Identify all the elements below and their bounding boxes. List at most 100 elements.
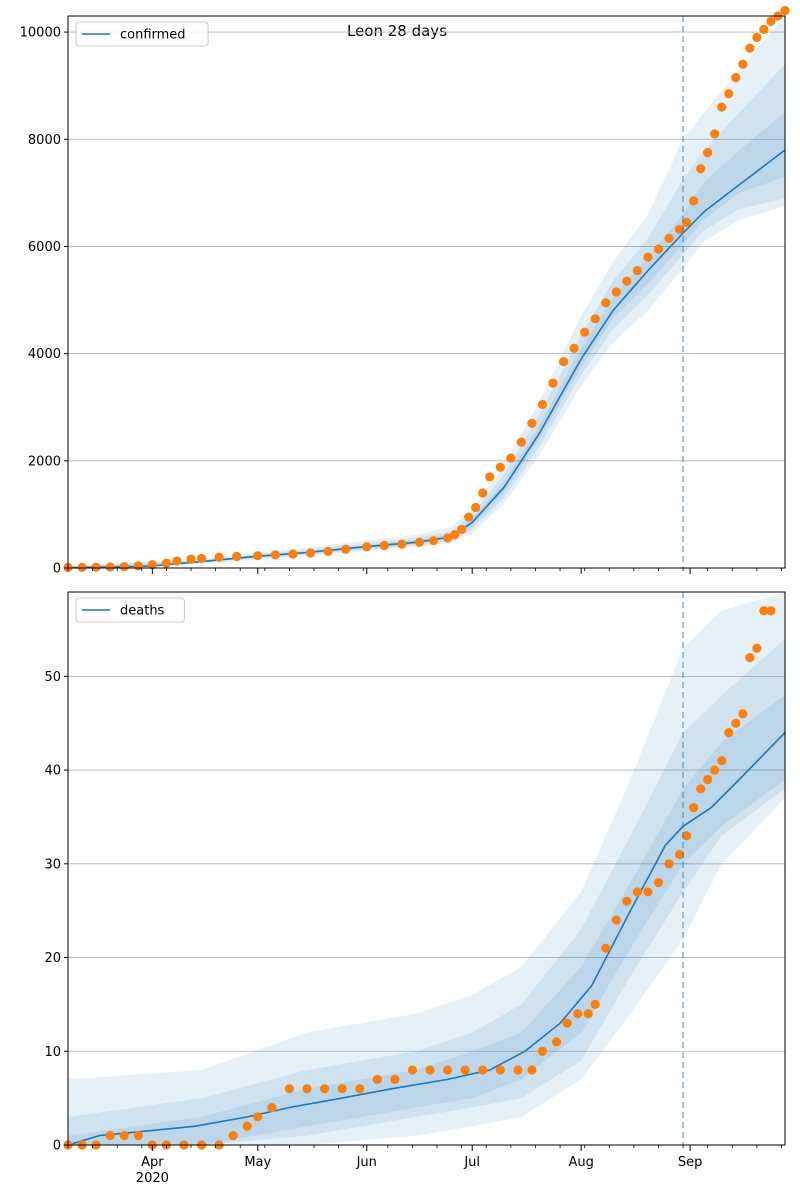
observed-point: [105, 1131, 115, 1141]
x-year-label: 2020: [136, 1171, 169, 1186]
observed-point: [653, 877, 664, 888]
uncertainty-band-2: [68, 64, 785, 568]
plot-frame: [67, 15, 786, 569]
observed-point: [485, 472, 495, 482]
observed-point: [341, 544, 351, 554]
observed-point: [681, 217, 692, 227]
observed-point: [653, 244, 664, 254]
observed-point: [759, 24, 769, 34]
observed-point: [425, 1065, 435, 1075]
observed-point: [674, 849, 685, 860]
observed-point: [573, 1009, 583, 1019]
observed-point: [766, 606, 776, 616]
observed-point: [622, 896, 632, 906]
observed-point: [537, 1046, 548, 1056]
legend: confirmed: [75, 21, 209, 47]
observed-point: [569, 343, 579, 353]
observed-point: [196, 553, 207, 563]
observed-point: [752, 32, 762, 43]
observed-point: [77, 562, 87, 572]
chart-title: Leon 28 days: [347, 22, 447, 40]
observed-point: [611, 915, 621, 925]
observed-point: [681, 831, 692, 841]
observed-point: [738, 709, 748, 719]
uncertainty-band-3: [68, 695, 785, 1145]
x-tick-label: Jun: [356, 1155, 377, 1170]
observed-point: [450, 530, 460, 540]
observed-point: [664, 233, 674, 244]
observed-point: [717, 756, 727, 766]
observed-point: [643, 887, 653, 897]
observed-point: [752, 643, 762, 653]
observed-point: [551, 1037, 562, 1047]
observed-point: [232, 551, 242, 562]
observed-point: [407, 1065, 418, 1075]
y-tick-label: 0: [53, 562, 61, 577]
observed-point: [664, 859, 674, 869]
observed-point: [506, 453, 516, 463]
observed-point: [710, 129, 720, 139]
y-tick-label: 50: [44, 670, 61, 685]
legend-label: confirmed: [120, 28, 186, 43]
observed-point: [390, 1074, 400, 1084]
deaths-panel: 0 10 20 30 40 50 Apr May Jun Jul Aug Sep 2020 deaths: [44, 591, 786, 1186]
observed-point: [457, 524, 467, 535]
observed-point: [478, 1065, 488, 1075]
observed-point: [302, 1084, 312, 1094]
observed-point: [471, 502, 481, 513]
observed-point: [428, 536, 439, 546]
observed-point: [622, 276, 632, 286]
legend-box: [75, 21, 209, 47]
observed-point: [632, 265, 642, 276]
observed-point: [284, 1084, 295, 1094]
observed-point: [270, 550, 280, 560]
y-tick-label: 30: [44, 857, 61, 872]
observed-point: [516, 437, 526, 447]
observed-point: [703, 148, 713, 158]
observed-point: [161, 558, 172, 568]
observed-point: [253, 551, 263, 561]
observed-point: [414, 537, 425, 547]
observed-point: [362, 542, 372, 552]
observed-point: [372, 1074, 382, 1084]
observed-point: [674, 224, 685, 234]
observed-point: [305, 548, 316, 558]
y-tick-label: 20: [44, 951, 61, 966]
observed-point: [355, 1084, 365, 1094]
observed-point: [745, 43, 755, 53]
legend-box: [75, 597, 185, 623]
y-tick-label: 0: [53, 1139, 61, 1154]
observed-point: [267, 1102, 277, 1113]
observed-point: [253, 1112, 263, 1122]
observed-point: [105, 562, 115, 572]
x-tick-label: Apr: [141, 1155, 164, 1170]
model-line: [67, 732, 786, 1146]
observed-point: [460, 1065, 470, 1075]
observed-point: [710, 765, 720, 775]
observed-point: [119, 562, 129, 572]
observed-point: [689, 196, 699, 206]
observed-point: [288, 549, 298, 559]
observed-point: [527, 418, 537, 428]
observed-point: [379, 540, 389, 551]
observed-point: [214, 552, 224, 562]
observed-point: [590, 314, 600, 324]
observed-point: [91, 562, 101, 572]
observed-point: [689, 802, 699, 813]
x-tick-label: Aug: [568, 1155, 593, 1170]
observed-point: [147, 560, 157, 570]
observed-point: [186, 554, 196, 564]
observed-point: [780, 6, 790, 16]
y-tick-label: 6000: [28, 240, 61, 255]
observed-point: [513, 1065, 523, 1075]
observed-point: [583, 1009, 593, 1019]
observed-point: [228, 1131, 238, 1141]
observed-point: [717, 102, 727, 112]
observed-point: [724, 89, 734, 99]
observed-point: [562, 1018, 572, 1028]
observed-point: [696, 784, 706, 794]
observed-point: [495, 1065, 505, 1075]
plot-frame: [67, 591, 786, 1146]
